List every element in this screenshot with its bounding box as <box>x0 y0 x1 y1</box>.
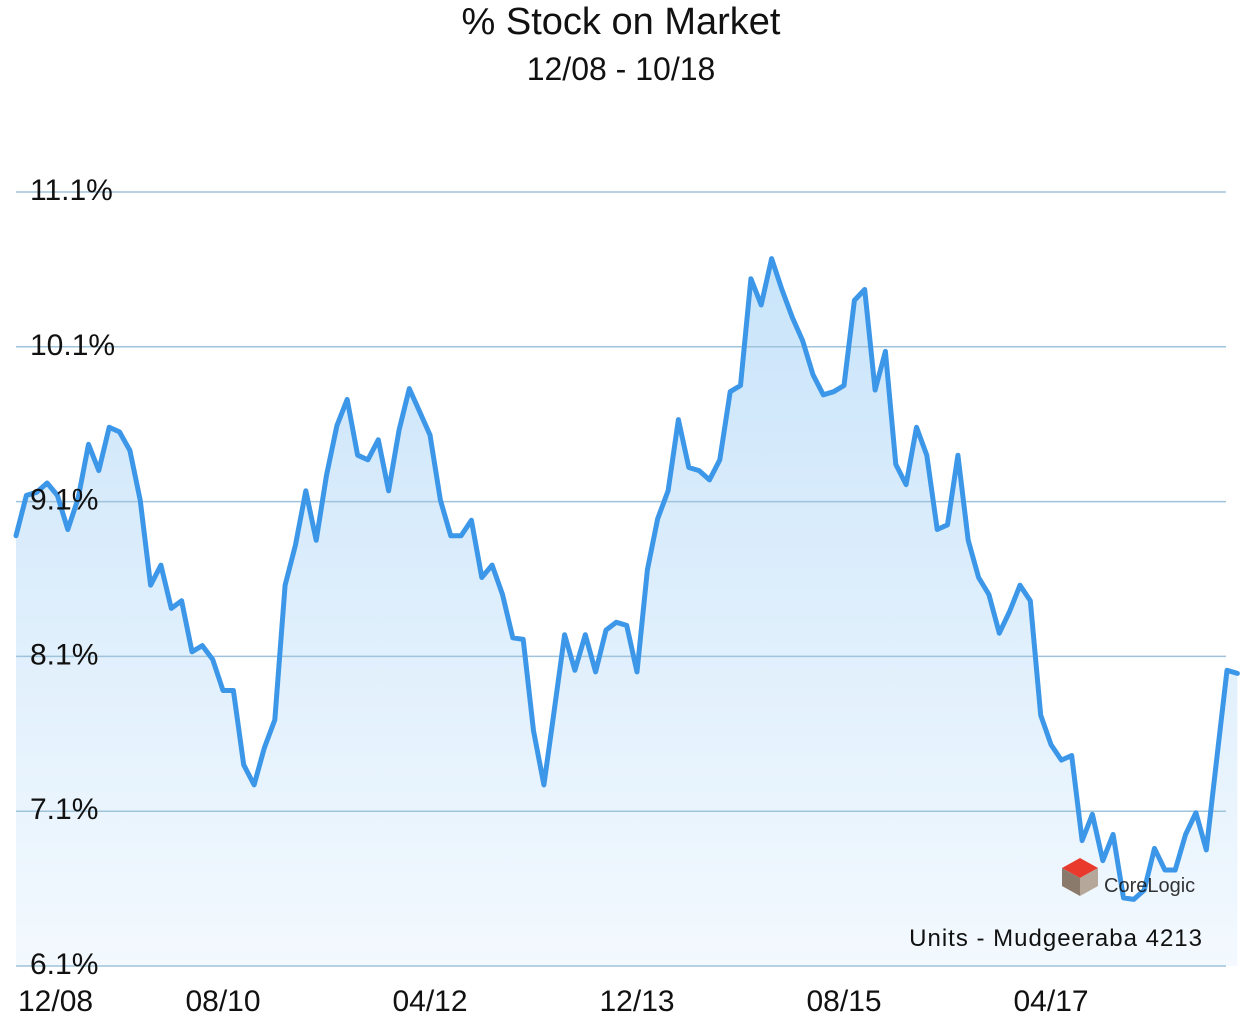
x-tick-label: 08/10 <box>185 985 260 1018</box>
logo-icon <box>1062 858 1098 896</box>
chart-title: % Stock on Market <box>462 1 781 43</box>
x-tick-label: 12/08 <box>18 985 93 1018</box>
area <box>16 258 1238 967</box>
x-tick-label: 04/17 <box>1014 985 1089 1018</box>
logo-text: CoreLogic <box>1104 875 1195 897</box>
y-tick-label: 8.1% <box>30 638 98 671</box>
chart-subtitle: 12/08 - 10/18 <box>527 51 716 87</box>
y-tick-label: 11.1% <box>30 174 113 207</box>
y-tick-label: 6.1% <box>30 948 98 981</box>
x-tick-label: 08/15 <box>806 985 881 1018</box>
x-tick-label: 04/12 <box>392 985 467 1018</box>
line <box>13 256 1240 902</box>
y-tick-label: 9.1% <box>30 484 98 517</box>
annotation: Units - Mudgeeraba 4213 <box>909 925 1203 952</box>
y-tick-label: 10.1% <box>30 329 115 362</box>
x-tick-label: 12/13 <box>599 985 674 1018</box>
y-tick-label: 7.1% <box>30 793 98 826</box>
